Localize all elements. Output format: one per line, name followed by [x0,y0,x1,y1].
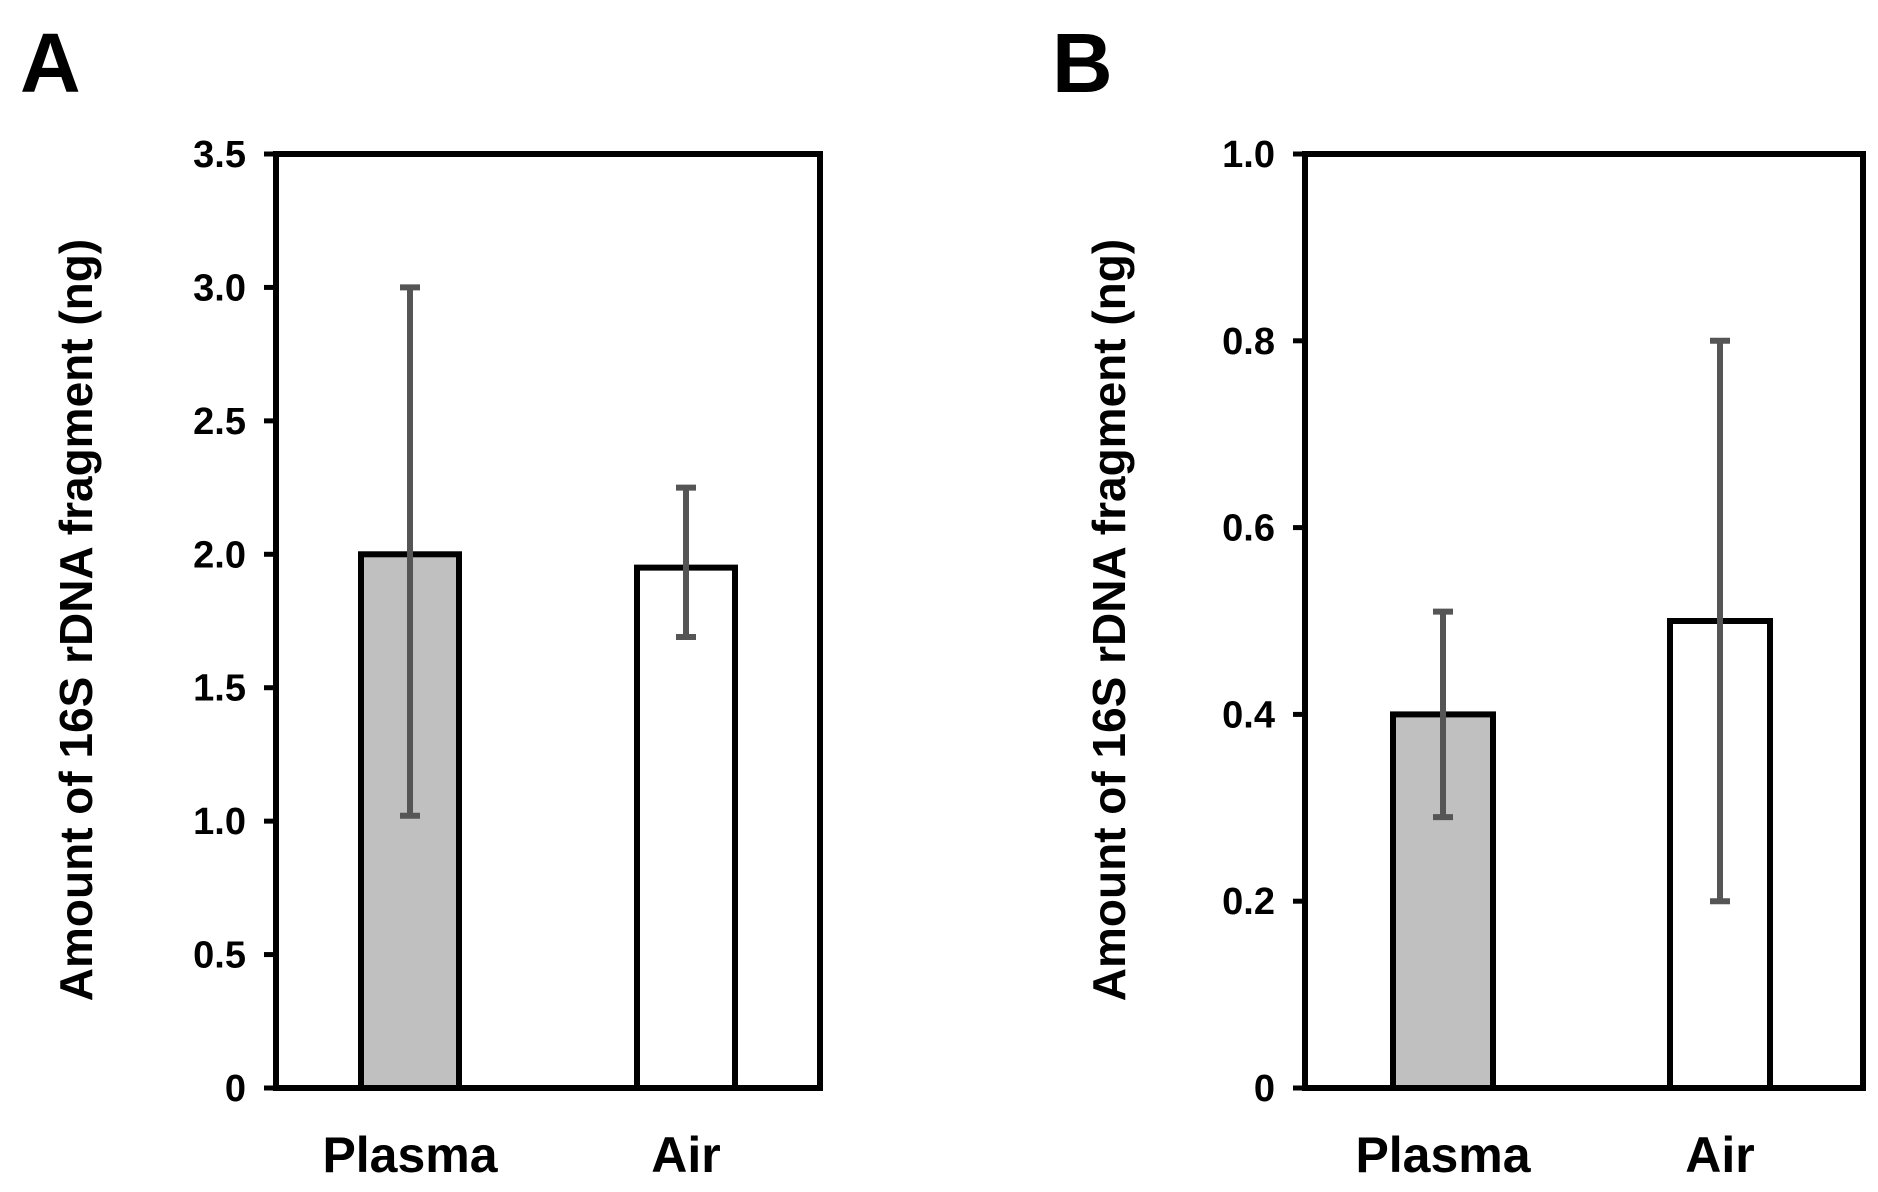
panel-b-y-tick-label: 0.2 [1222,881,1275,923]
panel-b-y-tick-label: 0.6 [1222,508,1275,550]
panel-a-y-tick-label: 2.5 [193,401,246,443]
panel-a: A Amount of 16S rDNA fragment (ng) 0 0.5 1… [20,16,823,1183]
panel-a-y-tick-label: 1.5 [193,668,246,710]
panel-a-y-tick-label: 1.0 [193,801,246,843]
panel-a-category-labels: Plasma Air [322,1127,720,1183]
panel-a-letter: A [20,16,81,110]
panel-b-y-tick-label: 0.4 [1222,694,1275,736]
panel-a-y-tick-label: 0.5 [193,935,246,977]
panel-a-y-tick-label: 3.5 [193,134,246,176]
panel-b-y-tick-label: 0.8 [1222,321,1275,363]
panel-b-category-labels: Plasma Air [1355,1127,1754,1183]
panel-b-y-tick-label: 0 [1254,1068,1275,1110]
panel-b: B Amount of 16S rDNA fragment (ng) 00.20… [1052,16,1866,1183]
panel-b-error-bars [1433,337,1730,905]
panel-a-category-label: Plasma [322,1127,498,1183]
panel-b-plot-frame [1302,151,1866,1091]
panel-b-y-tick-label: 1.0 [1222,134,1275,176]
panel-a-bars [358,551,738,1091]
panel-a-y-tick-label: 0 [225,1068,246,1110]
panel-a-category-label: Air [651,1127,720,1183]
panel-a-error-bars [400,284,696,819]
panel-a-bar-air [634,564,738,1091]
panel-b-y-ticks: 0 0.2 0.4 0.6 0.8 1.0 [1222,134,1305,1110]
panel-a-y-tick-label: 3.0 [193,267,246,309]
panel-b-category-label: Plasma [1355,1127,1531,1183]
panel-b-category-label: Air [1685,1127,1754,1183]
panel-b-letter: B [1052,16,1113,110]
panel-a-y-ticks: 0 0.5 1.0 1.5 2.0 2.5 3.0 3.5 [193,134,276,1110]
panel-b-y-axis-title: Amount of 16S rDNA fragment (ng) [1083,239,1135,1001]
panel-a-y-axis-title: Amount of 16S rDNA fragment (ng) [50,239,102,1001]
panel-a-y-tick-label: 2.0 [193,534,246,576]
panel-a-plot-frame [273,151,823,1091]
panel-b-bars [1390,618,1773,1092]
